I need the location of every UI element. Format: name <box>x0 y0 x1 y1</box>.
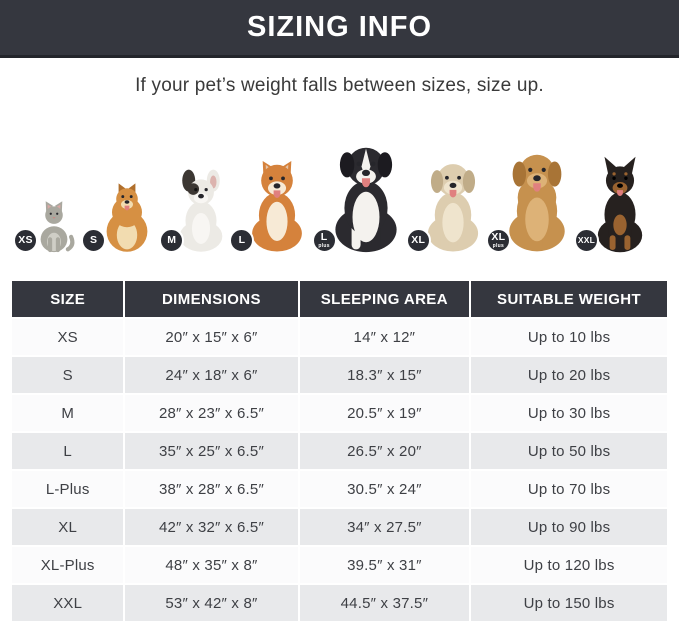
table-cell-xl-plus-sleeping-area: 39.5″ x 31″ <box>297 547 470 583</box>
table-cell-s-suitable-weight: Up to 20 lbs <box>469 357 667 393</box>
table-cell-xl-suitable-weight: Up to 90 lbs <box>469 509 667 545</box>
table-cell-xl-sleeping-area: 34″ x 27.5″ <box>297 509 470 545</box>
table-cell-m-suitable-weight: Up to 30 lbs <box>469 395 667 431</box>
size-badge-label: M <box>167 234 177 247</box>
table-cell-xl-plus-dimensions: 48″ x 35″ x 8″ <box>123 547 298 583</box>
pet-pomeranian: S <box>81 175 164 253</box>
table-cell-xxl-suitable-weight: Up to 150 lbs <box>469 585 667 621</box>
size-badge-m: M <box>159 228 185 253</box>
table-cell-xxl-sleeping-area: 44.5″ x 37.5″ <box>297 585 470 621</box>
table-cell-xs-size: XS <box>12 319 124 355</box>
table-cell-xl-plus-suitable-weight: Up to 120 lbs <box>469 547 667 583</box>
pet-image-shiba-inu <box>252 161 303 252</box>
pet-cat: XS <box>13 193 86 253</box>
pet-french-bulldog: M <box>159 169 234 253</box>
table-cell-s-size: S <box>12 357 124 393</box>
table-cell-s-dimensions: 24″ x 18″ x 6″ <box>123 357 298 393</box>
table-row-l: L 35″ x 25″ x 6.5″ 26.5″ x 20″ Up to 50 lbs <box>12 433 667 469</box>
size-badge-label: L <box>238 234 246 247</box>
header-bar: SIZING INFO <box>0 0 679 58</box>
table-cell-xl-plus-size: XL-Plus <box>12 547 124 583</box>
table-cell-xs-sleeping-area: 14″ x 12″ <box>297 319 470 355</box>
table-row-xs: XS 20″ x 15″ x 6″ 14″ x 12″ Up to 10 lbs <box>12 319 667 355</box>
table-cell-xxl-size: XXL <box>12 585 124 621</box>
table-cell-l-dimensions: 35″ x 25″ x 6.5″ <box>123 433 298 469</box>
table-cell-xl-size: XL <box>12 509 124 545</box>
table-cell-xs-suitable-weight: Up to 10 lbs <box>469 319 667 355</box>
size-badge-xs: XS <box>13 228 38 253</box>
table-cell-s-sleeping-area: 18.3″ x 15″ <box>297 357 470 393</box>
size-badge-label: L <box>320 231 328 244</box>
table-row-xl-plus: XL-Plus 48″ x 35″ x 8″ 39.5″ x 31″ Up to 12… <box>12 547 667 583</box>
table-cell-l-plus-suitable-weight: Up to 70 lbs <box>469 471 667 507</box>
size-badge-label: XL <box>491 231 506 244</box>
table-cell-xs-dimensions: 20″ x 15″ x 6″ <box>123 319 298 355</box>
column-header-size: SIZE <box>12 281 124 317</box>
pet-image-golden-retriever <box>509 154 565 252</box>
table-row-xxl: XXL 53″ x 42″ x 8″ 44.5″ x 37.5″ Up to 150 … <box>12 585 667 621</box>
pet-labrador: XL <box>405 145 491 253</box>
table-cell-m-size: M <box>12 395 124 431</box>
size-badge-label: XXL <box>577 235 596 246</box>
table-cell-xl-dimensions: 42″ x 32″ x 6.5″ <box>123 509 298 545</box>
column-header-dimensions: DIMENSIONS <box>123 281 298 317</box>
pet-image-french-bulldog <box>179 169 223 252</box>
table-cell-l-sleeping-area: 26.5″ x 20″ <box>297 433 470 469</box>
pet-shiba-inu: L <box>229 155 316 253</box>
table-cell-l-suitable-weight: Up to 50 lbs <box>469 433 667 469</box>
sizing-table-header-row: SIZE DIMENSIONS SLEEPING AREA SUITABLE WEIG… <box>12 281 667 317</box>
table-cell-l-plus-dimensions: 38″ x 28″ x 6.5″ <box>123 471 298 507</box>
table-row-l-plus: L-Plus 38″ x 28″ x 6.5″ 30.5″ x 24″ Up to 7… <box>12 471 667 507</box>
table-cell-m-sleeping-area: 20.5″ x 19″ <box>297 395 470 431</box>
size-badge-xxl: XXL <box>573 228 599 253</box>
table-cell-l-size: L <box>12 433 124 469</box>
table-row-m: M 28″ x 23″ x 6.5″ 20.5″ x 19″ Up to 30 lbs <box>12 395 667 431</box>
size-badge-l: L <box>229 228 255 253</box>
pet-image-doberman <box>597 156 643 253</box>
table-row-xl: XL 42″ x 32″ x 6.5″ 34″ x 27.5″ Up to 90 lb… <box>12 509 667 545</box>
size-badge-label: XS <box>18 234 33 247</box>
sizing-table: SIZE DIMENSIONS SLEEPING AREA SUITABLE WEIG… <box>12 281 667 621</box>
sizing-table-body: XS 20″ x 15″ x 6″ 14″ x 12″ Up to 10 lbs S 24… <box>12 319 667 621</box>
size-badge-s: S <box>81 228 107 253</box>
size-badge-label: XL <box>411 234 426 247</box>
size-badge-sub-label: plus <box>492 242 505 249</box>
table-cell-m-dimensions: 28″ x 23″ x 6.5″ <box>123 395 298 431</box>
page-title: SIZING INFO <box>247 11 432 43</box>
pet-golden-retriever: XL plus <box>485 137 579 253</box>
pet-doberman: XXL <box>573 127 657 253</box>
table-cell-l-plus-sleeping-area: 30.5″ x 24″ <box>297 471 470 507</box>
pet-image-cat <box>40 201 75 253</box>
pet-image-border-collie <box>334 147 397 253</box>
size-badge-xl: XL <box>405 228 431 253</box>
size-badge-sub-label: plus <box>318 242 330 249</box>
size-badge-label: S <box>90 234 98 247</box>
subtitle-text: If your pet’s weight falls between sizes… <box>135 75 544 96</box>
column-header-suitable-weight: SUITABLE WEIGHT <box>469 281 667 317</box>
table-cell-l-plus-size: L-Plus <box>12 471 124 507</box>
pet-image-pomeranian <box>106 183 148 252</box>
table-row-s: S 24″ x 18″ x 6″ 18.3″ x 15″ Up to 20 lbs <box>12 357 667 393</box>
column-header-sleeping-area: SLEEPING AREA <box>297 281 470 317</box>
pet-image-labrador <box>427 164 478 252</box>
size-badge-xl-plus: XL plus <box>485 228 511 253</box>
table-cell-xxl-dimensions: 53″ x 42″ x 8″ <box>123 585 298 621</box>
